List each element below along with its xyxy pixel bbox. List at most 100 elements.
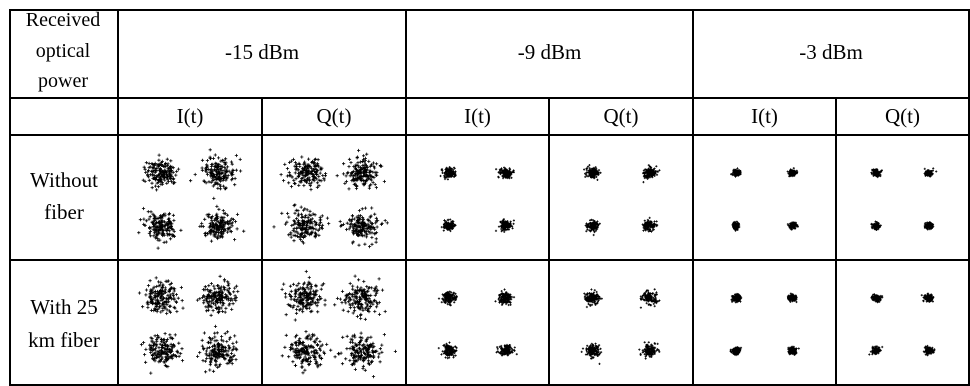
table-border-top: [9, 9, 970, 11]
symbol-points: [139, 332, 185, 375]
symbol-cluster: [583, 288, 603, 309]
symbol-points: [870, 293, 884, 304]
symbol-cluster: [923, 167, 938, 178]
symbol-points: [440, 218, 457, 233]
symbol-cluster: [494, 288, 516, 307]
symbol-cluster: [730, 167, 742, 178]
symbol-points: [196, 324, 239, 374]
table-border-right: [968, 9, 970, 386]
subheader-i-minus15: I(t): [176, 104, 204, 128]
symbol-cluster: [195, 274, 240, 317]
symbol-points: [870, 168, 883, 179]
symbol-cluster: [787, 345, 800, 356]
symbol-points: [494, 218, 515, 233]
constellation-without-fiber-minus9-i: [439, 166, 515, 233]
row-label-with-fiber-line-1: With 25: [30, 295, 98, 319]
constellation-with-fiber-minus15-i: [137, 274, 240, 375]
symbol-points: [922, 344, 936, 357]
symbol-points: [786, 221, 799, 231]
symbol-points: [280, 330, 340, 375]
symbol-points: [583, 164, 602, 181]
column-divider-label: [117, 9, 119, 386]
symbol-points: [437, 290, 458, 307]
symbol-cluster: [868, 345, 884, 356]
symbol-points: [638, 341, 661, 360]
symbol-points: [495, 343, 518, 357]
symbol-points: [280, 269, 327, 322]
subheader-divider: [9, 134, 970, 136]
power-header-minus15: -15 dBm: [224, 40, 300, 64]
symbol-cluster: [580, 342, 603, 365]
symbol-cluster: [196, 324, 239, 374]
row-label-header-line-3: power: [38, 70, 88, 92]
symbol-cluster: [439, 166, 457, 181]
row-label-without-fiber-line-2: fiber: [44, 200, 84, 224]
symbol-cluster: [584, 218, 601, 237]
symbol-points: [279, 155, 328, 192]
subheader-q-minus3: Q(t): [885, 104, 920, 128]
table-border-left: [9, 9, 11, 386]
symbol-cluster: [437, 341, 458, 360]
symbol-cluster: [583, 164, 602, 181]
symbol-points: [437, 341, 458, 360]
symbol-cluster: [730, 292, 743, 304]
symbol-cluster: [437, 290, 458, 307]
symbol-points: [868, 345, 884, 356]
symbol-cluster: [141, 153, 181, 192]
column-divider-minus9-iq: [548, 97, 550, 386]
symbol-points: [729, 346, 743, 357]
symbol-cluster: [638, 341, 661, 360]
symbol-points: [272, 203, 331, 245]
symbol-points: [731, 220, 741, 232]
symbol-cluster: [272, 203, 331, 245]
symbol-points: [730, 292, 743, 304]
symbol-cluster: [786, 167, 799, 178]
symbol-cluster: [189, 148, 243, 191]
symbol-points: [583, 288, 603, 309]
symbol-cluster: [137, 276, 185, 316]
row-label-header-line-2: optical: [35, 40, 91, 62]
symbol-points: [439, 166, 457, 181]
symbol-cluster: [279, 155, 328, 192]
constellation-without-fiber-minus15-q: [272, 148, 389, 249]
symbol-points: [137, 206, 183, 250]
symbol-points: [333, 331, 397, 379]
table-border-bottom: [9, 384, 970, 386]
symbol-points: [584, 218, 601, 237]
row-label-without-fiber-line-1: Without: [30, 168, 98, 192]
power-header-minus3: -3 dBm: [799, 40, 863, 64]
symbol-cluster: [786, 292, 798, 304]
symbol-cluster: [731, 220, 741, 232]
symbol-cluster: [338, 206, 389, 249]
symbol-points: [198, 196, 246, 243]
symbol-cluster: [642, 164, 661, 184]
row-label-with-fiber-line-2: km fiber: [28, 328, 100, 352]
symbol-cluster: [280, 269, 327, 322]
constellation-with-fiber-minus15-q: [280, 269, 397, 379]
column-divider-minus15-iq: [261, 97, 263, 386]
subheader-i-minus3: I(t): [751, 104, 778, 128]
symbol-cluster: [729, 346, 743, 357]
symbol-points: [870, 220, 882, 231]
subheader-q-minus15: Q(t): [316, 104, 352, 128]
symbol-points: [642, 164, 661, 184]
power-header-minus9: -9 dBm: [517, 40, 582, 64]
symbol-points: [786, 292, 798, 304]
symbol-cluster: [870, 220, 882, 231]
symbol-points: [730, 167, 742, 178]
symbol-points: [137, 276, 185, 316]
symbol-points: [786, 167, 799, 178]
symbol-points: [920, 292, 935, 303]
symbol-cluster: [335, 148, 386, 191]
symbol-cluster: [870, 168, 883, 179]
symbol-points: [923, 167, 938, 178]
subheader-q-minus9: Q(t): [603, 104, 639, 128]
symbol-points: [195, 274, 240, 317]
constellation-with-fiber-minus9-q: [580, 288, 661, 365]
symbol-cluster: [786, 221, 799, 231]
symbol-cluster: [333, 331, 397, 379]
row-divider: [9, 259, 970, 261]
symbol-cluster: [137, 206, 183, 250]
constellation-without-fiber-minus15-i: [137, 148, 246, 250]
symbol-cluster: [920, 292, 935, 303]
